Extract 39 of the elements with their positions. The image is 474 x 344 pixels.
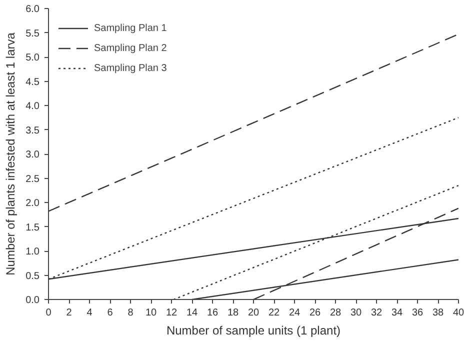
x-tick-label: 26 — [309, 308, 321, 318]
x-tick-label: 6 — [107, 308, 114, 318]
y-tick-label: 0.5 — [26, 270, 40, 282]
y-tick-label: 5.5 — [26, 28, 40, 40]
x-tick-label: 20 — [248, 308, 260, 318]
x-tick-label: 36 — [412, 308, 424, 318]
legend-label: Sampling Plan 3 — [94, 62, 167, 74]
x-tick-label: 22 — [268, 308, 280, 318]
legend-label: Sampling Plan 2 — [94, 42, 167, 54]
y-tick-label: 0.0 — [26, 295, 40, 306]
x-tick-label: 4 — [86, 308, 93, 318]
y-tick-label: 3.5 — [26, 125, 40, 136]
y-tick-label: 3.0 — [26, 150, 40, 160]
x-tick-label: 28 — [330, 308, 342, 318]
y-axis-title: Number of plants infested with at least 1 larva — [4, 32, 18, 276]
x-tick-label: 34 — [391, 308, 403, 318]
x-tick-label: 32 — [370, 308, 382, 318]
x-tick-label: 16 — [206, 308, 218, 318]
x-axis-title: Number of sample units (1 plant) — [166, 324, 341, 338]
x-tick-label: 24 — [288, 308, 300, 318]
y-tick-label: 2.0 — [26, 198, 40, 209]
y-tick-label: 4.0 — [26, 101, 40, 112]
x-tick-label: 12 — [166, 308, 178, 318]
y-tick-label: 5.0 — [26, 52, 40, 64]
x-tick-label: 10 — [145, 308, 157, 318]
x-tick-label: 18 — [227, 308, 239, 318]
y-tick-label: 1.5 — [26, 222, 40, 234]
x-tick-label: 14 — [186, 308, 198, 318]
x-tick-label: 2 — [66, 308, 72, 318]
legend-label: Sampling Plan 1 — [94, 22, 167, 34]
y-tick-label: 2.5 — [26, 174, 40, 185]
y-tick-label: 1.0 — [26, 246, 40, 258]
x-tick-label: 38 — [432, 308, 444, 318]
x-tick-label: 40 — [452, 308, 464, 318]
x-tick-label: 0 — [46, 308, 52, 318]
x-tick-label: 30 — [350, 308, 362, 318]
y-tick-label: 6.0 — [26, 4, 40, 15]
x-tick-label: 8 — [128, 308, 134, 318]
y-tick-label: 4.5 — [26, 76, 40, 88]
